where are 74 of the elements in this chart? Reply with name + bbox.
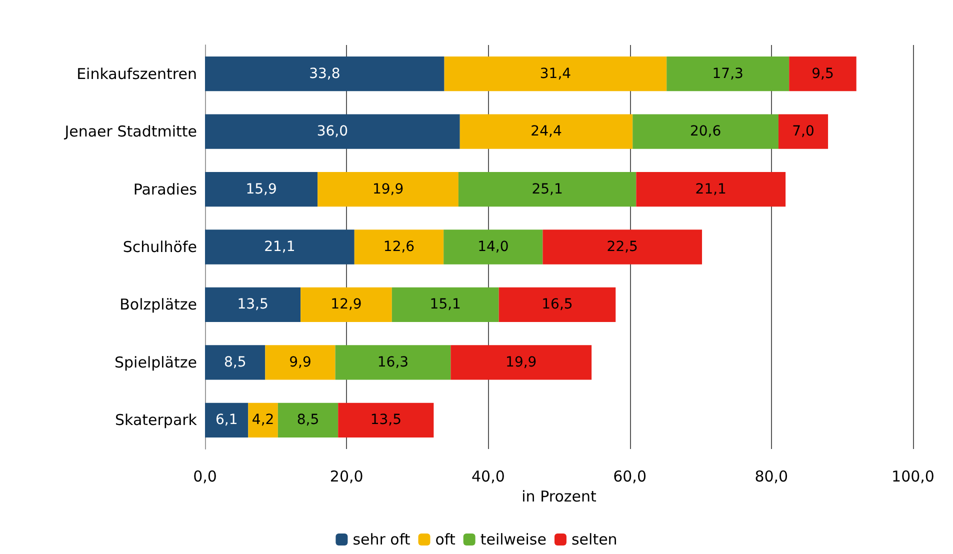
data-label: 8,5 <box>296 412 320 428</box>
bar <box>636 172 786 207</box>
x-tick-label: 100,0 <box>892 468 934 486</box>
data-label: 22,5 <box>606 239 638 255</box>
bar <box>392 287 499 322</box>
x-axis-title: in Prozent <box>522 487 596 506</box>
legend-label: oft <box>435 530 456 548</box>
data-label: 9,9 <box>289 354 312 370</box>
data-label: 21,1 <box>695 181 726 198</box>
data-label: 13,5 <box>370 412 402 428</box>
y-tick-label: Jenaer Stadtmitte <box>64 122 197 141</box>
y-tick-label: Spielplätze <box>114 353 197 372</box>
bar <box>338 402 434 438</box>
y-tick-label: Bolzplätze <box>120 296 197 314</box>
data-label: 4,2 <box>252 412 274 428</box>
x-tick-label: 20,0 <box>330 468 364 486</box>
bar <box>789 56 856 92</box>
data-label: 15,9 <box>246 181 277 198</box>
data-label: 19,9 <box>372 181 404 198</box>
bar <box>205 114 460 149</box>
x-tick-label: 60,0 <box>613 468 647 486</box>
bar <box>265 345 336 380</box>
x-tick-label: 40,0 <box>471 468 505 486</box>
bar <box>278 402 338 438</box>
data-label: 8,5 <box>224 354 246 370</box>
bar <box>444 230 543 264</box>
bar <box>205 287 301 322</box>
bar <box>666 56 790 92</box>
bar <box>335 345 451 380</box>
y-tick-label: Schulhöfe <box>122 238 197 256</box>
data-label: 25,1 <box>532 181 563 198</box>
legend-label: selten <box>571 530 618 548</box>
bar <box>444 56 667 92</box>
data-label: 13,5 <box>237 296 268 313</box>
bar <box>318 172 458 207</box>
x-tick-label: 0,0 <box>193 468 217 486</box>
bar <box>248 402 278 438</box>
legend-label: sehr oft <box>352 530 410 548</box>
bar <box>460 114 633 149</box>
bar <box>450 345 592 380</box>
data-label: 24,4 <box>530 124 562 140</box>
y-tick-label: Einkaufszentren <box>76 64 197 83</box>
bar <box>300 287 392 322</box>
data-label: 7,0 <box>792 124 814 140</box>
data-label: 12,9 <box>330 296 362 313</box>
data-label: 12,6 <box>383 239 415 255</box>
bar <box>205 172 318 207</box>
data-label: 36,0 <box>316 124 348 140</box>
data-label: 33,8 <box>309 66 340 82</box>
bar <box>354 230 444 264</box>
data-label: 6,1 <box>215 412 238 428</box>
data-label: 16,5 <box>542 296 573 313</box>
data-label: 19,9 <box>506 354 537 370</box>
data-label: 31,4 <box>540 66 572 82</box>
bar <box>778 114 828 149</box>
bar <box>498 287 616 322</box>
data-label: 17,3 <box>712 66 744 82</box>
y-tick-label: Skaterpark <box>115 411 198 430</box>
bar <box>458 172 636 207</box>
data-label: 20,6 <box>690 124 722 140</box>
bar <box>205 345 266 380</box>
bar <box>632 114 778 149</box>
bar <box>542 230 702 264</box>
data-label: 15,1 <box>430 296 461 313</box>
legend-label: teilweise <box>480 530 546 548</box>
data-label: 16,3 <box>377 354 409 370</box>
y-tick-label: Paradies <box>133 180 198 198</box>
bar <box>205 56 444 92</box>
bar <box>205 230 354 264</box>
data-label: 14,0 <box>478 239 509 255</box>
x-tick-label: 80,0 <box>754 468 788 486</box>
data-label: 9,5 <box>812 66 834 82</box>
data-label: 21,1 <box>264 239 296 255</box>
bar <box>205 402 248 438</box>
